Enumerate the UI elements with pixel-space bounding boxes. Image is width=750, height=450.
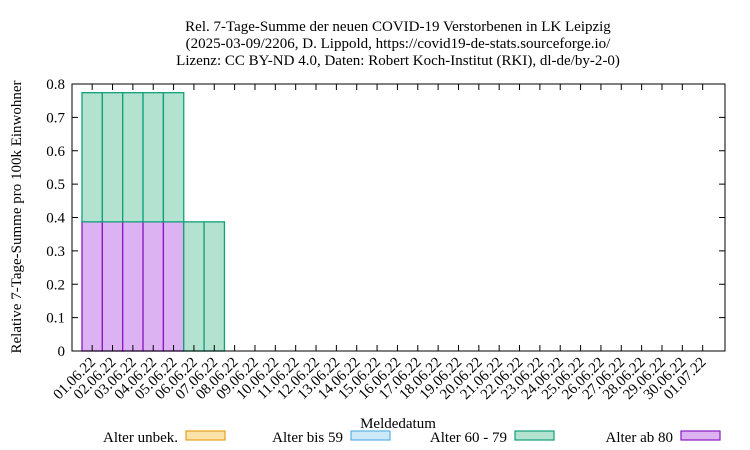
legend-swatch-alter-ab-80 bbox=[680, 430, 721, 441]
bar-alter-ab-80-05-06-22 bbox=[162, 221, 185, 352]
bar-alter-ab-80-02-06-22 bbox=[101, 221, 124, 352]
y-tick-label: 0.2 bbox=[46, 277, 65, 293]
bar-alter-60-79-04-06-22 bbox=[142, 92, 165, 223]
legend: Alter unbek. Alter bis 59 Alter 60 - 79 Alt… bbox=[103, 430, 721, 446]
y-tick-label: 0.3 bbox=[46, 244, 65, 260]
chart-title: Rel. 7-Tage-Summe der neuen COVID-19 Ver… bbox=[176, 19, 620, 69]
y-axis-label: Relative 7-Tage-Summe pro 100k Einwohner bbox=[9, 80, 25, 353]
bar-alter-60-79-05-06-22 bbox=[162, 92, 185, 223]
legend-label-alter-60-79: Alter 60 - 79 bbox=[430, 430, 507, 446]
bars bbox=[81, 92, 226, 352]
y-axis: 0 0.1 0.2 0.3 0.4 0.5 0.6 0.7 0.8 bbox=[46, 77, 725, 360]
plot-frame bbox=[71, 83, 726, 352]
y-tick-label: 0.7 bbox=[46, 110, 65, 126]
y-tick-label: 0.4 bbox=[46, 211, 65, 227]
legend-swatch-alter-60-79 bbox=[514, 430, 555, 441]
legend-swatch-alter-unbek bbox=[185, 430, 226, 441]
bar-alter-ab-80-01-06-22 bbox=[81, 221, 104, 352]
chart-title-line-3: Lizenz: CC BY-ND 4.0, Daten: Robert Koch… bbox=[176, 53, 620, 69]
chart-title-line-2: (2025-03-09/2206, D. Lippold, https://co… bbox=[186, 36, 611, 52]
y-tick-label: 0 bbox=[58, 344, 66, 360]
legend-swatch-alter-bis-59 bbox=[350, 430, 391, 441]
bar-alter-60-79-02-06-22 bbox=[101, 92, 124, 223]
bar-alter-60-79-07-06-22 bbox=[203, 221, 226, 352]
bar-alter-ab-80-04-06-22 bbox=[142, 221, 165, 352]
y-tick-label: 0.8 bbox=[46, 77, 65, 93]
legend-label-alter-ab-80: Alter ab 80 bbox=[606, 430, 673, 446]
chart-title-line-1: Rel. 7-Tage-Summe der neuen COVID-19 Ver… bbox=[185, 19, 611, 35]
bar-alter-60-79-03-06-22 bbox=[122, 92, 144, 223]
legend-label-alter-bis-59: Alter bis 59 bbox=[272, 430, 343, 446]
bar-alter-60-79-06-06-22 bbox=[183, 221, 205, 352]
x-axis-label: Meldedatum bbox=[360, 416, 436, 432]
y-tick-label: 0.6 bbox=[46, 144, 65, 160]
y-tick-label: 0.5 bbox=[46, 177, 65, 193]
legend-label-alter-unbek: Alter unbek. bbox=[103, 430, 178, 446]
y-tick-label: 0.1 bbox=[46, 311, 65, 327]
bar-alter-ab-80-03-06-22 bbox=[122, 221, 144, 352]
bar-alter-60-79-01-06-22 bbox=[81, 92, 104, 223]
